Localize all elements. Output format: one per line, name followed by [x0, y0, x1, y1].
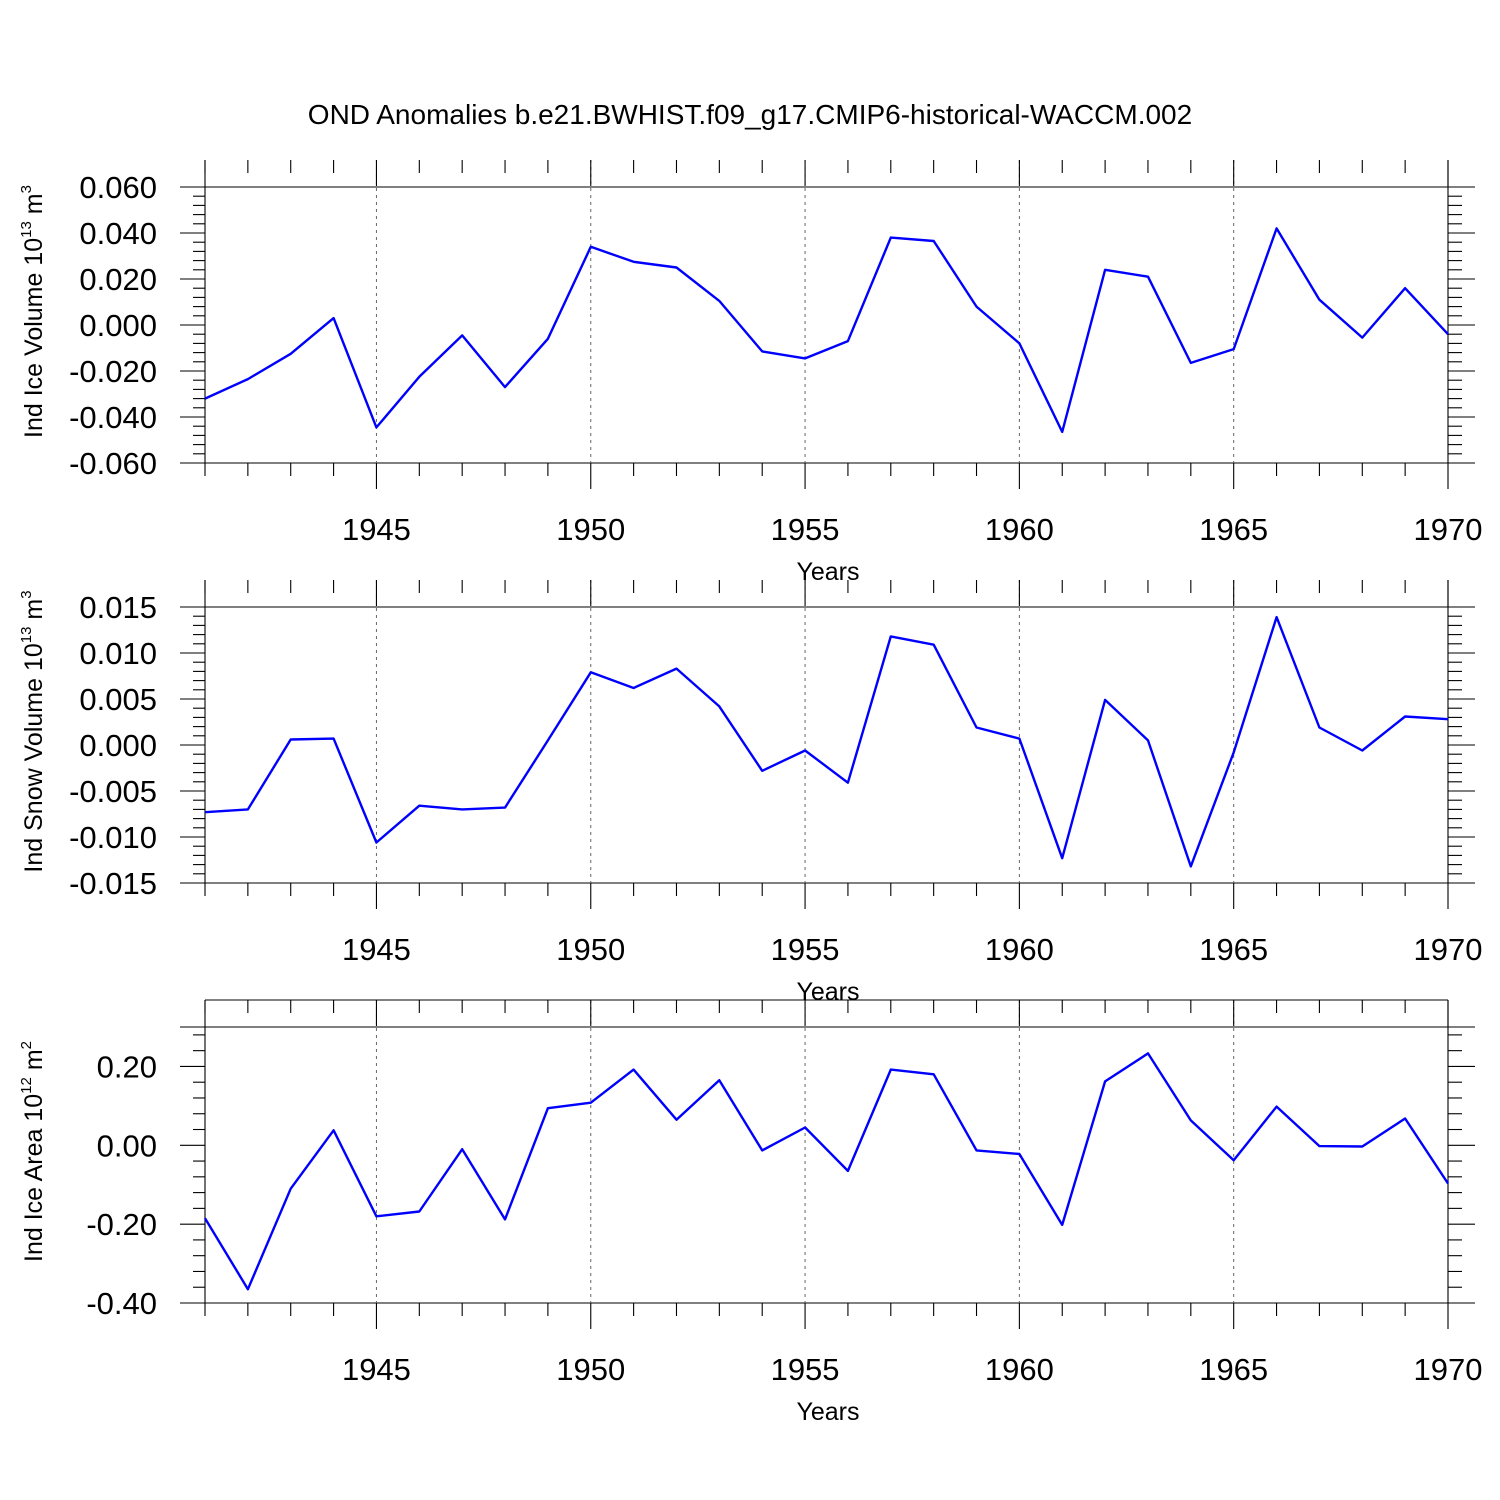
x-tick-label: 1950 [556, 932, 625, 967]
x-tick-label: 1970 [1414, 1352, 1483, 1387]
series-line [204, 615, 1449, 868]
y-tick-label: -0.20 [86, 1207, 157, 1242]
y-axis-label: Ind Snow Volume 1013 m3 [18, 590, 48, 872]
y-tick-label: 0.020 [79, 262, 157, 297]
x-tick-label: 1960 [985, 932, 1054, 967]
x-tick-label: 1945 [342, 1352, 411, 1387]
panel-1: -0.060 -0.040 -0.020 0.000 0.020 0.040 0.060 19… [18, 160, 1482, 586]
x-tick-label: 1960 [985, 512, 1054, 547]
x-tick-label: 1950 [556, 512, 625, 547]
y-tick-label: 0.010 [79, 636, 157, 671]
x-tick-label: 1955 [771, 1352, 840, 1387]
y-axis-label-text: Ind Ice Volume 10 [20, 238, 48, 438]
y-tick-label: 0.005 [79, 682, 157, 717]
y-tick-label: -0.005 [69, 774, 157, 809]
y-tick-label: 0.040 [79, 216, 157, 251]
y-tick-label: 0.060 [79, 170, 157, 205]
x-tick-label: 1955 [771, 512, 840, 547]
x-tick-label: 1945 [342, 512, 411, 547]
x-tick-label: 1970 [1414, 512, 1483, 547]
y-tick-label: -0.015 [69, 866, 157, 901]
y-tick-label: -0.010 [69, 820, 157, 855]
y-axis-label-text: Ind Ice Area 10 [20, 1094, 48, 1262]
x-axis-label: Years [796, 978, 859, 1006]
y-axis-label-unit: m [20, 599, 48, 627]
y-axis-label-unit: m [20, 193, 48, 221]
y-tick-label: 0.20 [97, 1049, 157, 1084]
y-axis-label-exponent: 12 [18, 1077, 35, 1094]
panel-3: -0.40 -0.20 0.00 0.20 1945 1950 1955 1960 1965 19… [18, 999, 1483, 1426]
y-tick-label: -0.40 [86, 1286, 157, 1321]
y-axis-label: Ind Ice Area 1012 m2 [18, 1041, 48, 1262]
x-axis-label: Years [796, 1398, 859, 1426]
y-tick-label: 0.015 [79, 590, 157, 625]
y-axis-label-unit-exponent: 3 [18, 185, 35, 193]
figure-title: OND Anomalies b.e21.BWHIST.f09_g17.CMIP6… [308, 99, 1192, 130]
x-tick-label: 1965 [1199, 1352, 1268, 1387]
panel-2: -0.015 -0.010 -0.005 0.000 0.005 0.010 0.015 19… [18, 580, 1482, 1006]
x-tick-label: 1960 [985, 1352, 1054, 1387]
series-line [203, 1052, 1450, 1291]
x-tick-label: 1950 [556, 1352, 625, 1387]
y-tick-label: -0.020 [69, 354, 157, 389]
x-tick-label: 1970 [1414, 932, 1483, 967]
x-axis-label: Years [796, 558, 859, 586]
y-axis-label: Ind Ice Volume 1013 m3 [18, 185, 48, 438]
y-tick-label: 0.000 [79, 728, 157, 763]
y-tick-label: 0.000 [79, 308, 157, 343]
y-axis-label-exponent: 13 [18, 627, 35, 644]
y-axis-label-text: Ind Snow Volume 10 [20, 643, 48, 872]
y-tick-label: 0.00 [97, 1128, 157, 1163]
x-tick-label: 1955 [771, 932, 840, 967]
x-tick-label: 1945 [342, 932, 411, 967]
y-tick-label: -0.060 [69, 446, 157, 481]
y-axis-label-unit-exponent: 2 [18, 1041, 35, 1049]
x-tick-label: 1965 [1199, 512, 1268, 547]
y-axis-label-exponent: 13 [18, 221, 35, 238]
y-axis-label-unit: m [20, 1049, 48, 1077]
y-tick-label: -0.040 [69, 400, 157, 435]
y-axis-label-unit-exponent: 3 [18, 590, 35, 598]
series-line [204, 227, 1449, 434]
x-tick-label: 1965 [1199, 932, 1268, 967]
